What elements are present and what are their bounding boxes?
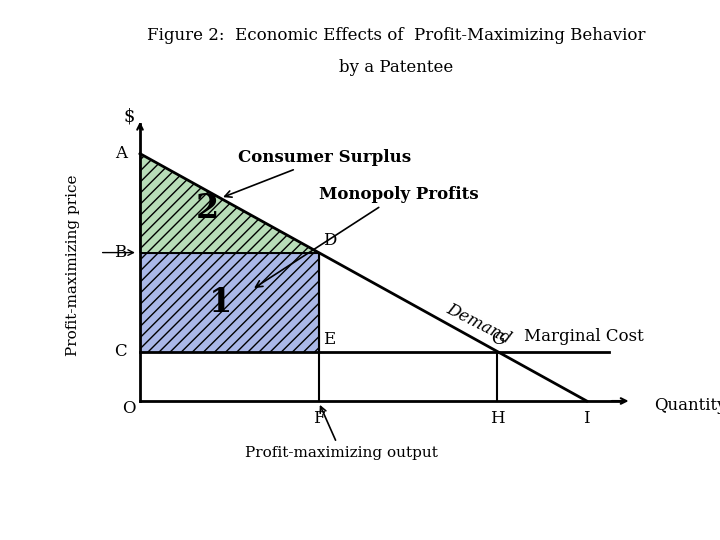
Text: Profit-maximizing output: Profit-maximizing output: [245, 407, 438, 460]
Text: Profit-maximizing price: Profit-maximizing price: [66, 174, 80, 356]
Text: A: A: [114, 145, 127, 162]
Polygon shape: [140, 253, 319, 352]
Text: I: I: [583, 410, 590, 427]
Text: F: F: [313, 410, 325, 427]
Text: O: O: [122, 400, 135, 417]
Text: Figure 2:  Economic Effects of  Profit-Maximizing Behavior: Figure 2: Economic Effects of Profit-Max…: [147, 27, 645, 44]
Text: 2: 2: [195, 192, 219, 225]
Text: D: D: [323, 232, 336, 249]
Text: B: B: [114, 244, 127, 261]
Text: Marginal Cost: Marginal Cost: [524, 328, 644, 346]
Text: Quantity: Quantity: [654, 397, 720, 414]
Text: C: C: [114, 343, 127, 360]
Text: Monopoly Profits: Monopoly Profits: [256, 186, 478, 287]
Text: E: E: [323, 331, 336, 348]
Text: Consumer Surplus: Consumer Surplus: [225, 149, 411, 197]
Text: by a Patentee: by a Patentee: [339, 59, 453, 76]
Polygon shape: [140, 154, 319, 253]
Text: Demand: Demand: [444, 301, 514, 348]
Text: $: $: [123, 107, 135, 125]
Text: G: G: [491, 331, 504, 348]
Text: 1: 1: [209, 286, 232, 319]
Text: H: H: [490, 410, 505, 427]
